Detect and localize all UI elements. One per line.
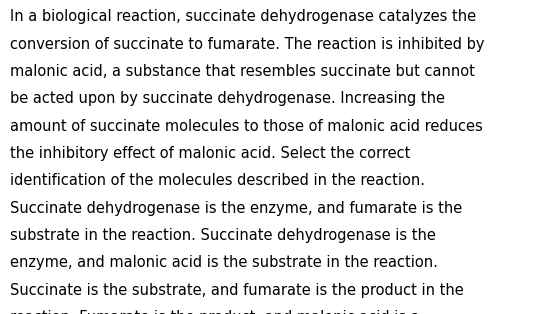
Text: substrate in the reaction. Succinate dehydrogenase is the: substrate in the reaction. Succinate deh… — [10, 228, 436, 243]
Text: identification of the molecules described in the reaction.: identification of the molecules describe… — [10, 173, 425, 188]
Text: In a biological reaction, succinate dehydrogenase catalyzes the: In a biological reaction, succinate dehy… — [10, 9, 476, 24]
Text: conversion of succinate to fumarate. The reaction is inhibited by: conversion of succinate to fumarate. The… — [10, 37, 484, 52]
Text: enzyme, and malonic acid is the substrate in the reaction.: enzyme, and malonic acid is the substrat… — [10, 255, 438, 270]
Text: Succinate is the substrate, and fumarate is the product in the: Succinate is the substrate, and fumarate… — [10, 283, 464, 298]
Text: amount of succinate molecules to those of malonic acid reduces: amount of succinate molecules to those o… — [10, 119, 483, 134]
Text: reaction. Fumarate is the product, and malonic acid is a: reaction. Fumarate is the product, and m… — [10, 310, 420, 314]
Text: malonic acid, a substance that resembles succinate but cannot: malonic acid, a substance that resembles… — [10, 64, 475, 79]
Text: be acted upon by succinate dehydrogenase. Increasing the: be acted upon by succinate dehydrogenase… — [10, 91, 445, 106]
Text: the inhibitory effect of malonic acid. Select the correct: the inhibitory effect of malonic acid. S… — [10, 146, 411, 161]
Text: Succinate dehydrogenase is the enzyme, and fumarate is the: Succinate dehydrogenase is the enzyme, a… — [10, 201, 462, 216]
